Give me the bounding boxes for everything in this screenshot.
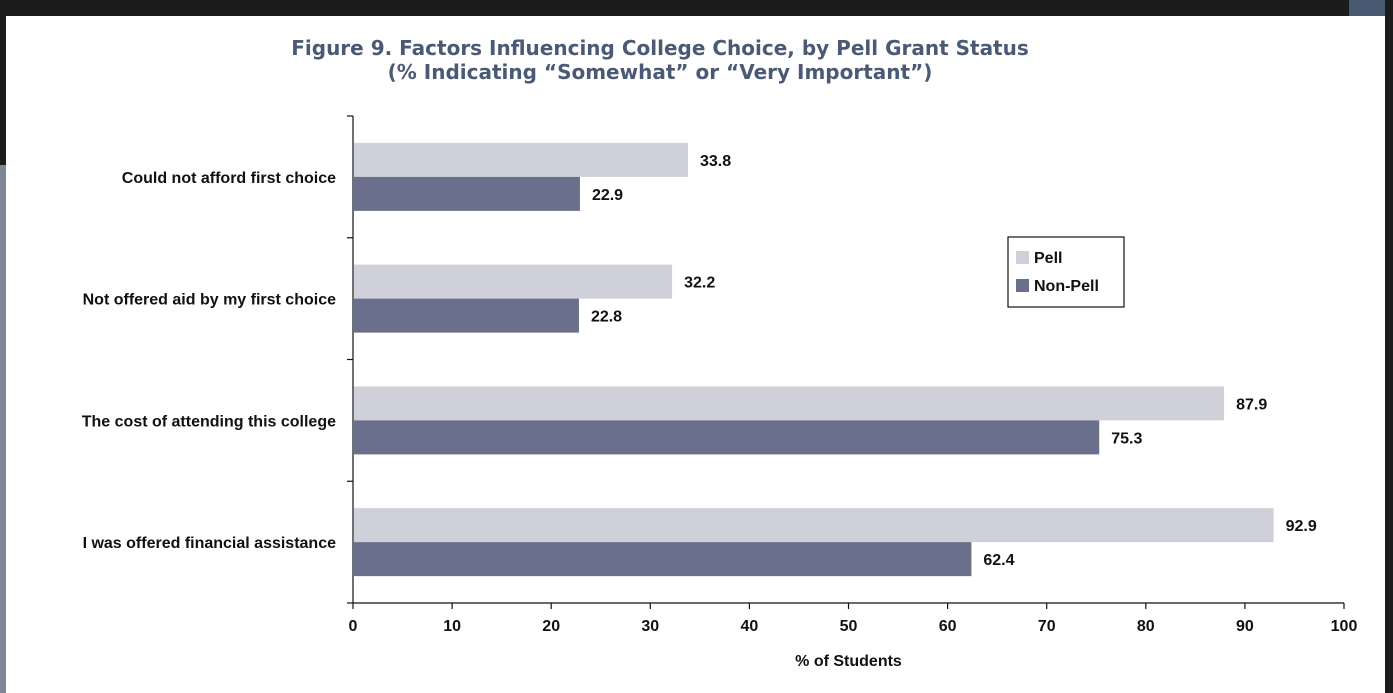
category-label: Not offered aid by my first choice (83, 292, 336, 309)
legend-box (1007, 236, 1125, 308)
x-tick-label: 30 (641, 618, 659, 635)
bar-value-label: 22.9 (592, 187, 623, 204)
x-tick-label: 100 (1331, 618, 1358, 635)
x-tick-label: 10 (443, 618, 461, 635)
bar-value-label: 62.4 (983, 552, 1014, 569)
bar-value-label: 87.9 (1236, 396, 1267, 413)
legend-swatch (1016, 251, 1029, 264)
figure-panel (6, 16, 1385, 693)
bar-non-pell (354, 420, 1100, 455)
bar-pell (354, 264, 673, 299)
category-label: Could not afford first choice (122, 170, 336, 187)
bar-value-label: 75.3 (1111, 430, 1142, 447)
bar-value-label: 33.8 (700, 153, 731, 170)
x-tick-label: 90 (1236, 618, 1254, 635)
legend-swatch (1016, 279, 1029, 292)
bar-pell (354, 508, 1274, 543)
corner-tab (1349, 0, 1393, 16)
chart-title: Figure 9. Factors Influencing College Ch… (291, 36, 1029, 60)
bar-pell (354, 142, 688, 177)
chart-subtitle: (% Indicating “Somewhat” or “Very Import… (387, 60, 933, 84)
x-axis-title: % of Students (795, 653, 902, 670)
x-tick-label: 70 (1038, 618, 1056, 635)
category-label: The cost of attending this college (82, 413, 336, 430)
chart-title-block: Figure 9. Factors Influencing College Ch… (0, 36, 1320, 84)
x-tick-label: 60 (939, 618, 957, 635)
x-tick-label: 20 (542, 618, 560, 635)
bar-non-pell (354, 176, 580, 211)
bar-value-label: 22.8 (591, 309, 622, 326)
category-label: I was offered financial assistance (83, 535, 337, 552)
bar-pell (354, 386, 1225, 421)
x-tick-label: 80 (1137, 618, 1155, 635)
bar-value-label: 32.2 (684, 275, 715, 292)
bar-value-label: 92.9 (1286, 518, 1317, 535)
frame-top-border (0, 0, 1393, 16)
x-tick-label: 40 (741, 618, 759, 635)
legend-label: Non-Pell (1034, 278, 1099, 295)
x-tick-label: 0 (349, 618, 358, 635)
frame-right-border (1385, 0, 1393, 693)
bar-non-pell (354, 542, 972, 577)
left-accent-strip (0, 165, 6, 693)
x-tick-label: 50 (840, 618, 858, 635)
bar-non-pell (354, 298, 579, 333)
legend-label: Pell (1034, 250, 1062, 267)
